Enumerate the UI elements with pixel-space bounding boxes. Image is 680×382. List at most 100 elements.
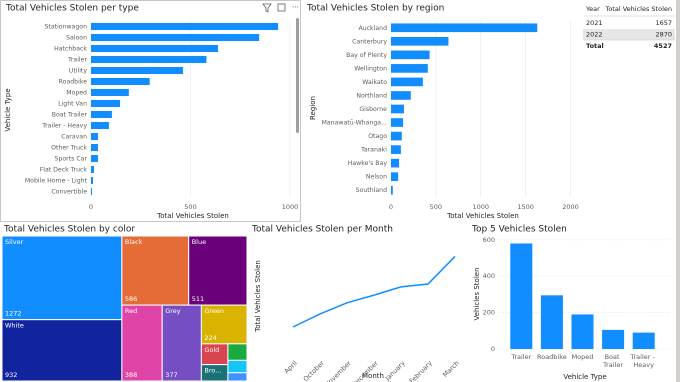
bar — [540, 295, 563, 349]
bar — [632, 332, 655, 349]
y-tick-label: Caravan — [61, 134, 87, 141]
tile-label: White — [5, 322, 24, 330]
y-tick-label: Light Van — [58, 101, 87, 108]
bar — [510, 243, 533, 349]
x-tick-label: April — [283, 359, 299, 375]
table-cell: 2022 — [586, 31, 603, 39]
x-tick-label: 500 — [184, 203, 196, 211]
table-header: Total Vehicles Stolen — [604, 5, 672, 13]
tile-value: 511 — [192, 295, 204, 303]
y-tick-label: Hatchback — [54, 46, 87, 53]
y-tick-label: Wellington — [354, 65, 387, 72]
y-tick-label: Bay of Plenty — [346, 52, 387, 59]
bar — [91, 143, 98, 152]
treemap-tile — [121, 304, 163, 382]
bar — [391, 23, 538, 33]
bar — [391, 77, 423, 87]
table-cell: 2870 — [655, 31, 672, 39]
y-tick-label: Other Truck — [51, 145, 87, 152]
x-tick-label: Roadbike — [537, 353, 567, 361]
bar — [391, 172, 399, 182]
y-tick-label: Convertible — [51, 189, 87, 196]
y-tick-label: Gisborne — [359, 106, 387, 113]
x-tick-label: Trailer - Heavy — [629, 353, 656, 369]
y-tick-label: Nelson — [366, 174, 387, 181]
focus-icon[interactable] — [277, 3, 286, 12]
bar — [91, 88, 129, 97]
bar — [391, 50, 430, 60]
tile-value: 586 — [125, 295, 137, 303]
x-axis-title: Total Vehicles Stolen — [156, 212, 229, 220]
tile-label: Blue — [192, 238, 206, 246]
x-tick-label: Boat Trailer — [602, 353, 623, 369]
tile-label: Bro... — [204, 367, 221, 375]
bar — [91, 165, 94, 174]
bar — [91, 22, 279, 31]
label-line: Trailer — [602, 361, 623, 369]
y-tick-label: Northland — [356, 92, 387, 99]
bar — [571, 314, 594, 349]
bar — [391, 185, 393, 195]
line — [292, 255, 456, 328]
y-tick-label: Boat Trailer — [52, 112, 88, 119]
label-line: Heavy — [633, 361, 654, 369]
bar — [91, 77, 150, 86]
scrollbar[interactable] — [296, 18, 299, 133]
y-tick-label: Auckland — [359, 25, 388, 32]
treemap-tile — [227, 343, 248, 361]
x-tick-label: January — [383, 359, 407, 382]
y-tick-label: Waikato — [362, 79, 387, 86]
y-tick-label: Roadbike — [59, 79, 88, 86]
bar — [91, 99, 121, 108]
tile-value: 224 — [204, 334, 216, 342]
x-tick-label: Trailer — [510, 353, 531, 361]
tile-label: Black — [125, 238, 143, 246]
tile-label: Green — [204, 307, 224, 315]
y-tick-label: Otago — [368, 133, 387, 140]
y-tick-label: 600 — [483, 236, 495, 244]
bar — [391, 91, 411, 100]
x-tick-label: October — [302, 359, 326, 382]
y-tick-label: Mobile Home - Light — [25, 178, 88, 185]
bar — [91, 33, 260, 42]
x-tick-label: 1500 — [517, 203, 534, 211]
y-tick-label: 200 — [483, 309, 495, 317]
filter-icon[interactable] — [262, 3, 272, 13]
x-tick-label: 0 — [89, 203, 93, 211]
y-tick-label: Utility — [69, 68, 88, 75]
chart-title: Top 5 Vehicles Stolen — [471, 225, 567, 235]
row-highlight — [583, 29, 675, 40]
tile-label: Silver — [5, 238, 24, 246]
label-line: Boat — [605, 353, 622, 361]
visual-header-icons[interactable]: ⋯ — [262, 3, 299, 13]
y-tick-label: Saloon — [66, 35, 87, 42]
chart-title: Total Vehicles Stolen per type — [5, 4, 139, 14]
x-tick-label: 500 — [430, 203, 442, 211]
y-tick-label: 0 — [491, 345, 495, 353]
tile-value: 932 — [5, 371, 17, 379]
y-tick-label: Flat Deck Truck — [40, 167, 88, 174]
tile-value: 1272 — [5, 310, 22, 318]
bar — [91, 55, 207, 64]
y-axis-title: Region — [309, 96, 317, 120]
treemap-tile — [227, 359, 248, 374]
y-tick-label: Southland — [356, 187, 387, 194]
x-axis-title: Month — [362, 372, 384, 380]
bar — [91, 121, 109, 130]
bar — [602, 329, 625, 349]
more-icon[interactable]: ⋯ — [292, 3, 299, 11]
bar — [91, 66, 183, 75]
tile-value: 377 — [165, 371, 177, 379]
bar — [391, 36, 449, 46]
tile-label: Grey — [165, 307, 181, 315]
y-tick-label: 400 — [483, 272, 495, 280]
y-tick-label: Stationwagon — [45, 24, 88, 31]
x-tick-label: 1000 — [282, 203, 299, 211]
treemap-tile — [188, 235, 248, 306]
y-tick-label: Sports Car — [55, 156, 88, 163]
x-axis-title: Total Vehicles Stolen — [446, 212, 519, 220]
tile-value: 388 — [125, 371, 137, 379]
x-tick-label: 0 — [389, 203, 393, 211]
x-tick-label: Moped — [572, 353, 594, 361]
